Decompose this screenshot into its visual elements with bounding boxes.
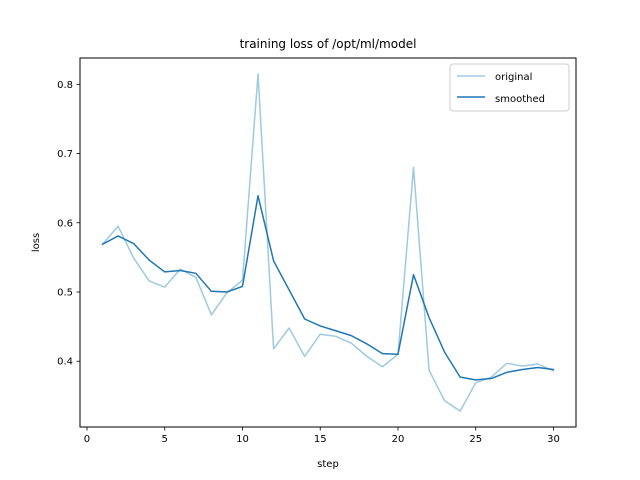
x-tick-label: 5 [162,434,168,445]
plot-frame [79,57,577,428]
legend-label-original: original [495,72,532,83]
x-tick-label: 15 [314,434,327,445]
legend: original smoothed [449,63,570,112]
y-tick-label: 0.8 [57,80,73,91]
chart-title: training loss of /opt/ml/model [240,37,417,51]
series-line-original [101,73,555,412]
legend-label-smoothed: smoothed [495,94,545,105]
x-axis-label: step [317,459,339,470]
y-tick-label: 0.7 [57,149,73,160]
y-axis-ticks: 0.4 0.5 0.6 0.7 0.8 [57,80,80,368]
y-tick-label: 0.4 [57,357,73,368]
series-line-smoothed [101,195,555,381]
x-tick-label: 20 [392,434,405,445]
y-tick-label: 0.5 [57,288,73,299]
x-tick-label: 0 [84,434,90,445]
x-axis-ticks: 0 5 10 15 20 25 30 [84,427,560,445]
y-axis-label: loss [31,233,42,252]
x-tick-label: 30 [547,434,560,445]
x-tick-label: 10 [236,434,249,445]
plot-lines [101,73,555,412]
x-tick-label: 25 [469,434,482,445]
y-tick-label: 0.6 [57,218,73,229]
